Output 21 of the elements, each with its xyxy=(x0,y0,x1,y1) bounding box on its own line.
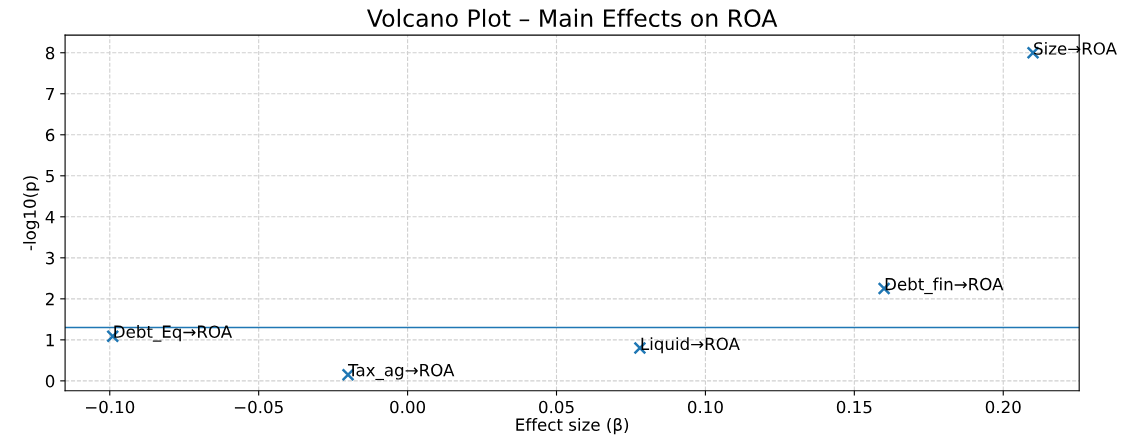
annotation: Tax_ag→ROA xyxy=(347,363,455,381)
x-tick-label: −0.10 xyxy=(86,400,135,414)
y-tick-label: 7 xyxy=(46,87,54,101)
x-axis-title: Effect size (β) xyxy=(516,417,629,435)
y-tick-label: 8 xyxy=(45,46,55,60)
annotation: Debt_fin→ROA xyxy=(885,277,1004,295)
y-tick-label: 3 xyxy=(46,251,55,265)
y-tick-label: 4 xyxy=(45,210,55,224)
y-axis-title: -log10(p) xyxy=(23,176,40,251)
y-tick-label: 1 xyxy=(46,334,54,347)
x-tick-label: 0.15 xyxy=(836,400,872,414)
y-tick-label: 6 xyxy=(45,128,55,142)
x-tick-label: −0.05 xyxy=(234,400,283,414)
y-tick-label: 2 xyxy=(45,292,54,306)
y-tick-label: 0 xyxy=(45,374,55,388)
y-tick-label: 5 xyxy=(46,169,54,183)
chart-title: Volcano Plot – Main Effects on ROA xyxy=(367,8,778,28)
x-tick-label: 0.10 xyxy=(687,400,723,414)
x-tick-label: 0.20 xyxy=(985,400,1021,414)
x-tick-label: 0.05 xyxy=(539,400,574,414)
x-tick-label: 0.00 xyxy=(390,400,426,414)
